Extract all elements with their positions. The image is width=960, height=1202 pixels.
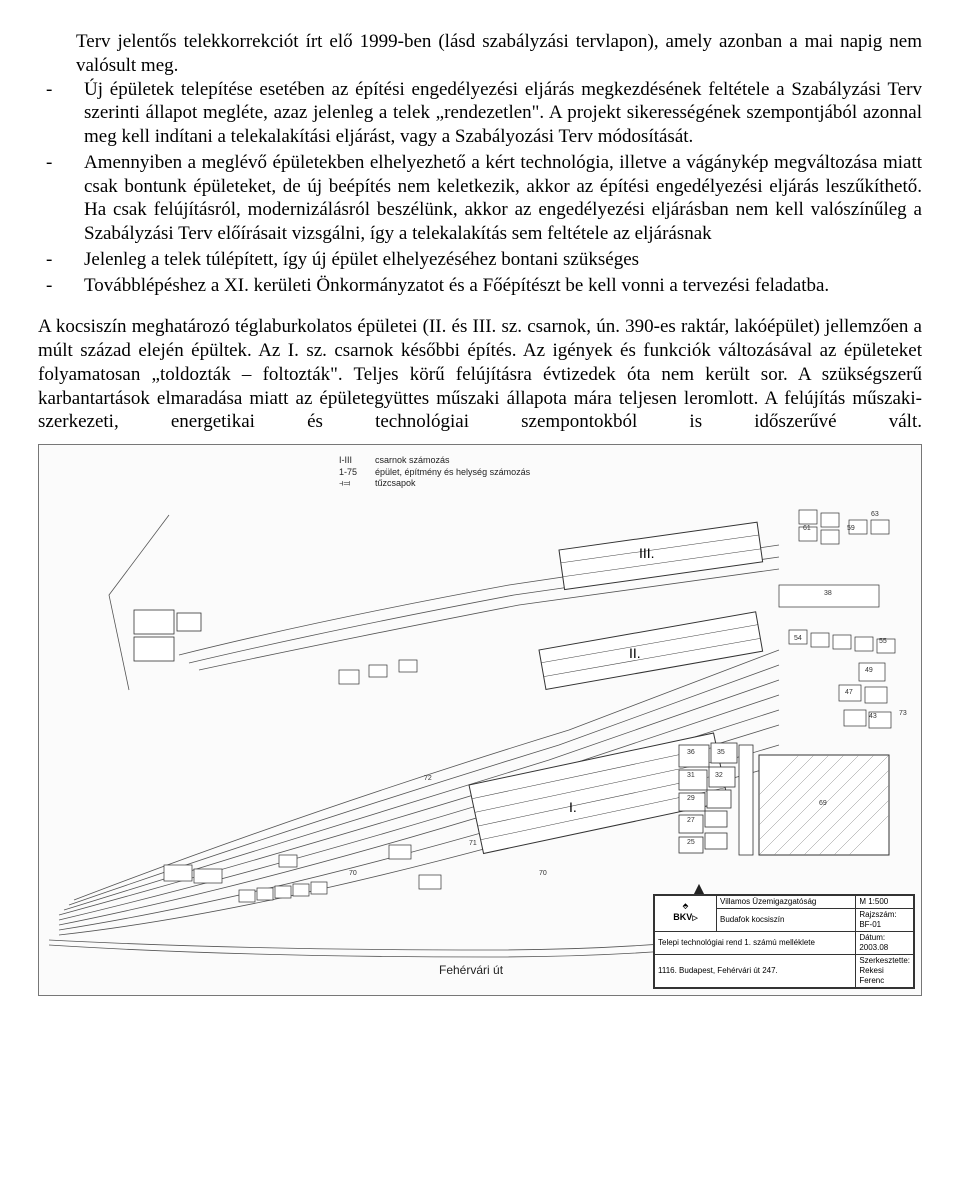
bnum: 54 bbox=[794, 635, 802, 644]
legend-key: I-III bbox=[339, 455, 365, 467]
legend-text: épület, építmény és helység számozás bbox=[375, 467, 530, 479]
list-item: Új épületek telepítése esetében az építé… bbox=[84, 78, 922, 149]
bnum: 49 bbox=[865, 667, 873, 676]
bnum: 43 bbox=[869, 713, 877, 722]
list-item: Amennyiben a meglévő épületekben elhelye… bbox=[84, 151, 922, 246]
bnum: 69 bbox=[819, 800, 827, 809]
list-item: Jelenleg a telek túlépített, így új épül… bbox=[84, 248, 922, 272]
legend-key: 1-75 bbox=[339, 467, 365, 479]
bnum: 29 bbox=[687, 795, 695, 804]
logo-text: BKV bbox=[673, 912, 692, 922]
hall-label-3: III. bbox=[639, 545, 655, 563]
bnum: 27 bbox=[687, 817, 695, 826]
tb-doc: Telepi technológiai rend 1. számú mellék… bbox=[655, 932, 856, 955]
bnum: 70 bbox=[539, 870, 547, 879]
bnum: 71 bbox=[469, 840, 477, 849]
bnum: 70 bbox=[349, 870, 357, 879]
bnum: 72 bbox=[424, 775, 432, 784]
tb-scale: M 1:500 bbox=[856, 896, 914, 909]
tb-designer-label: Szerkesztette: bbox=[859, 956, 910, 965]
bnum: 25 bbox=[687, 839, 695, 848]
bnum: 35 bbox=[717, 749, 725, 758]
tb-designer: Rekesi Ferenc bbox=[859, 966, 884, 985]
bnum: 59 bbox=[847, 525, 855, 534]
hall-label-1: I. bbox=[569, 799, 577, 817]
legend-text: csarnok számozás bbox=[375, 455, 450, 467]
tb-company: Villamos Üzemigazgatóság bbox=[717, 896, 856, 909]
legend-key: ⫞⫤ bbox=[339, 478, 365, 490]
figure-legend: I-III csarnok számozás 1-75 épület, építmé… bbox=[339, 455, 530, 490]
site-plan-figure: I-III csarnok számozás 1-75 épület, építmé… bbox=[38, 444, 922, 996]
tb-date-label: Dátum: bbox=[859, 933, 885, 942]
drawing-titleblock: ⬘ BKV▷ Villamos Üzemigazgatóság M 1:500 … bbox=[653, 894, 915, 989]
dash: - bbox=[38, 151, 84, 246]
tb-drawno: BF-01 bbox=[859, 920, 881, 929]
tb-addr: 1116. Budapest, Fehérvári út 247. bbox=[655, 955, 856, 988]
legend-text: tűzcsapok bbox=[375, 478, 416, 490]
dash: - bbox=[38, 78, 84, 149]
bnum: 36 bbox=[687, 749, 695, 758]
dash: - bbox=[38, 274, 84, 298]
bnum: 63 bbox=[871, 511, 879, 520]
hall-label-2: II. bbox=[629, 645, 641, 663]
tb-date: 2003.08 bbox=[859, 943, 888, 952]
bnum: 61 bbox=[803, 525, 811, 534]
list-item: Továbblépéshez a XI. kerületi Önkormányz… bbox=[84, 274, 922, 298]
bnum: 55 bbox=[879, 638, 887, 647]
bnum: 31 bbox=[687, 772, 695, 781]
bnum: 73 bbox=[899, 710, 907, 719]
dash: - bbox=[38, 248, 84, 272]
road-label: Fehérvári út bbox=[439, 963, 503, 978]
bnum: 32 bbox=[715, 772, 723, 781]
bnum: 47 bbox=[845, 689, 853, 698]
tb-drawno-label: Rajzszám: bbox=[859, 910, 896, 919]
bnum: 38 bbox=[824, 590, 832, 599]
body-paragraph: A kocsiszín meghatározó téglaburkolatos … bbox=[38, 315, 922, 434]
tb-site: Budafok kocsiszín bbox=[717, 909, 856, 932]
list-item-cont: Terv jelentős telekkorrekciót írt elő 19… bbox=[76, 30, 922, 78]
